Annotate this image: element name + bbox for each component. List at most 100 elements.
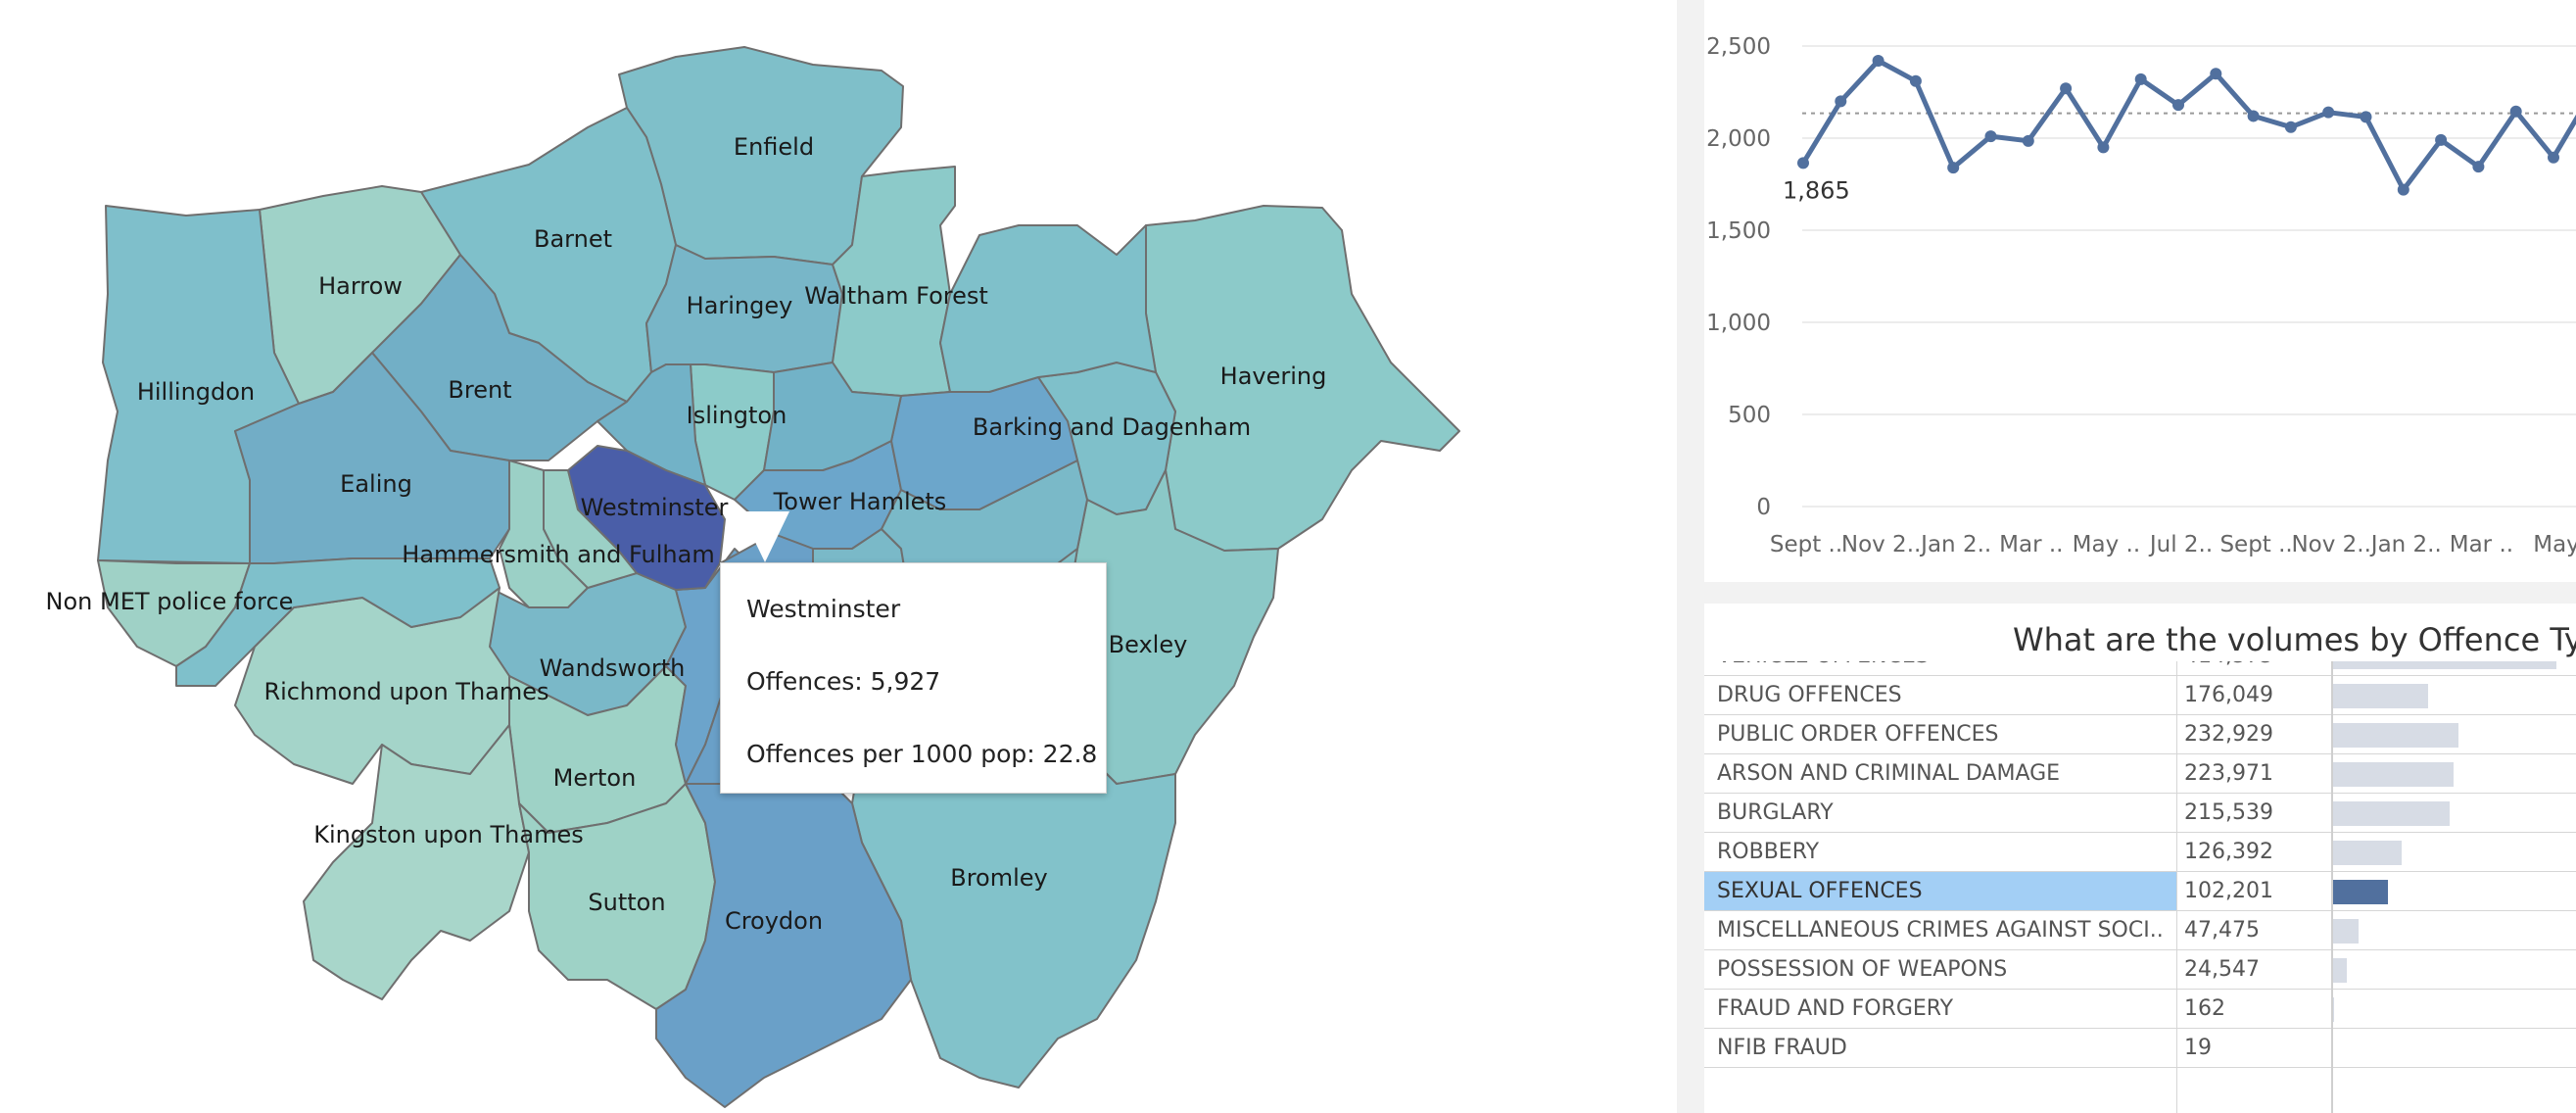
tooltip-title: Westminster (746, 595, 901, 623)
offence-value: 232,929 (2184, 722, 2273, 747)
offence-row-public-order-offences[interactable]: PUBLIC ORDER OFFENCES 232,929 (1704, 715, 2576, 754)
offence-bar[interactable] (2333, 801, 2450, 826)
x-tick-label: May (2533, 532, 2576, 557)
offence-bar[interactable] (2333, 723, 2459, 748)
offence-value: 47,475 (2184, 918, 2260, 943)
row-divider (1704, 1028, 2576, 1029)
row-divider (1704, 793, 2576, 794)
trend-point[interactable] (2322, 106, 2335, 119)
y-tick-label: 2,500 (1706, 34, 1771, 60)
row-divider (1704, 832, 2576, 833)
borough-label-ealing: Ealing (340, 470, 412, 498)
trend-point[interactable] (2360, 111, 2372, 123)
trend-point[interactable] (2172, 99, 2184, 112)
borough-map: Enfield Barnet Harrow Haringey Waltham Fores… (45, 46, 1460, 1108)
offence-name: ROBBERY (1717, 840, 1820, 864)
x-tick-label: Jul 2.. (2148, 532, 2213, 557)
offence-value: 19 (2184, 1036, 2212, 1060)
offence-row-possession-of-weapons[interactable]: POSSESSION OF WEAPONS 24,547 (1704, 950, 2576, 990)
offence-value: 102,201 (2184, 879, 2273, 903)
borough-kingston-upon-thames[interactable] (303, 724, 530, 1000)
borough-label-havering: Havering (1220, 363, 1327, 390)
trend-point[interactable] (2548, 151, 2559, 164)
borough-label-barnet: Barnet (534, 225, 612, 253)
trend-point[interactable] (1872, 55, 1884, 68)
trend-point[interactable] (2472, 161, 2485, 173)
offence-row-miscellaneous-crimes-against-soci-[interactable]: MISCELLANEOUS CRIMES AGAINST SOCI.. 47,47… (1704, 911, 2576, 950)
offence-name: NFIB FRAUD (1717, 1036, 1847, 1060)
borough-label-non-met-police-force: Non MET police force (46, 588, 294, 615)
trend-point[interactable] (2247, 110, 2260, 122)
y-tick-label: 2,000 (1706, 126, 1771, 152)
offence-row-arson-and-criminal-damage[interactable]: ARSON AND CRIMINAL DAMAGE 223,971 (1704, 754, 2576, 794)
tooltip-pointer (740, 511, 789, 562)
offence-name: MISCELLANEOUS CRIMES AGAINST SOCI.. (1717, 918, 2164, 943)
borough-label-bexley: Bexley (1109, 631, 1188, 658)
monthly-trend-card: 0 500 1,000 1,500 2,000 2,500 Sept .. Nov 2.. J… (1704, 0, 2576, 582)
offence-bar[interactable] (2333, 958, 2347, 983)
borough-label-hillingdon: Hillingdon (137, 378, 255, 406)
trend-point[interactable] (1909, 74, 1922, 87)
trend-point[interactable] (2134, 73, 2147, 85)
trend-point[interactable] (1984, 130, 1997, 143)
trend-point[interactable] (2097, 141, 2110, 154)
row-divider (1704, 871, 2576, 872)
row-divider (1704, 949, 2576, 950)
x-tick-label: Sept .. (2219, 532, 2292, 557)
borough-label-brent: Brent (448, 376, 511, 404)
borough-redbridge[interactable] (939, 224, 1157, 393)
offence-bar[interactable] (2333, 919, 2360, 944)
borough-label-bromley: Bromley (950, 864, 1048, 892)
column-divider (2176, 661, 2177, 1113)
offence-row-nfib-fraud[interactable]: NFIB FRAUD 19 (1704, 1029, 2576, 1068)
trend-point[interactable] (2022, 134, 2034, 147)
trend-point[interactable] (2210, 68, 2222, 80)
offence-type-table: VEHICLE OFFENCES 414,575 DRUG OFFENCES 176,… (1704, 661, 2576, 1113)
offence-bar[interactable] (2333, 841, 2402, 865)
borough-label-richmond-upon-thames: Richmond upon Thames (263, 678, 549, 705)
trend-point[interactable] (2509, 105, 2522, 118)
borough-label-westminster: Westminster (581, 494, 729, 521)
offence-bar[interactable] (2333, 684, 2429, 708)
x-tick-label: Mar .. (2450, 532, 2513, 557)
trend-point[interactable] (2060, 82, 2073, 95)
trend-point[interactable] (1835, 95, 1847, 108)
borough-label-kingston-upon-thames: Kingston upon Thames (313, 821, 583, 848)
borough-label-haringey: Haringey (687, 292, 793, 319)
offence-name: FRAUD AND FORGERY (1717, 996, 1954, 1021)
offence-value: 215,539 (2184, 800, 2273, 825)
trend-point[interactable] (2397, 183, 2409, 196)
borough-map-svg: Enfield Barnet Harrow Haringey Waltham Fores… (46, 46, 1460, 1108)
offence-row-robbery[interactable]: ROBBERY 126,392 (1704, 833, 2576, 872)
offence-bar[interactable] (2333, 880, 2389, 904)
borough-hounslow[interactable] (175, 557, 501, 687)
right-panel: 0 500 1,000 1,500 2,000 2,500 Sept .. Nov 2.. J… (1704, 0, 2576, 1113)
panel-divider (1677, 0, 1704, 1113)
row-divider (1704, 675, 2576, 676)
trend-point[interactable] (1797, 157, 1809, 169)
x-tick-label: Nov 2.. (2291, 532, 2370, 557)
offence-type-card: What are the volumes by Offence Type VEH… (1704, 604, 2576, 1113)
x-tick-label: Nov 2.. (1841, 532, 1921, 557)
trend-point[interactable] (1947, 162, 1960, 174)
offence-bar[interactable] (2333, 661, 2557, 669)
borough-label-tower-hamlets: Tower Hamlets (773, 488, 947, 515)
offence-bar[interactable] (2333, 762, 2455, 787)
borough-hackney[interactable] (763, 362, 902, 471)
offence-row-sexual-offences[interactable]: SEXUAL OFFENCES 102,201 (1704, 872, 2576, 911)
offence-name: PUBLIC ORDER OFFENCES (1717, 722, 1999, 747)
offence-row-fraud-and-forgery[interactable]: FRAUD AND FORGERY 162 (1704, 990, 2576, 1029)
trend-point[interactable] (2284, 121, 2297, 133)
borough-label-waltham-forest: Waltham Forest (804, 282, 988, 310)
offence-row-burglary[interactable]: BURGLARY 215,539 (1704, 794, 2576, 833)
offence-name: POSSESSION OF WEAPONS (1717, 957, 2008, 982)
trend-point[interactable] (2435, 133, 2448, 146)
borough-label-harrow: Harrow (318, 272, 403, 300)
offence-row-drug-offences[interactable]: DRUG OFFENCES 176,049 (1704, 676, 2576, 715)
offence-value: 24,547 (2184, 957, 2260, 982)
offence-row-vehicle-offences[interactable]: VEHICLE OFFENCES 414,575 (1704, 661, 2576, 676)
row-divider (1704, 1067, 2576, 1068)
borough-label-barking-and-dagenham: Barking and Dagenham (973, 413, 1251, 441)
y-tick-label: 1,500 (1706, 218, 1771, 244)
